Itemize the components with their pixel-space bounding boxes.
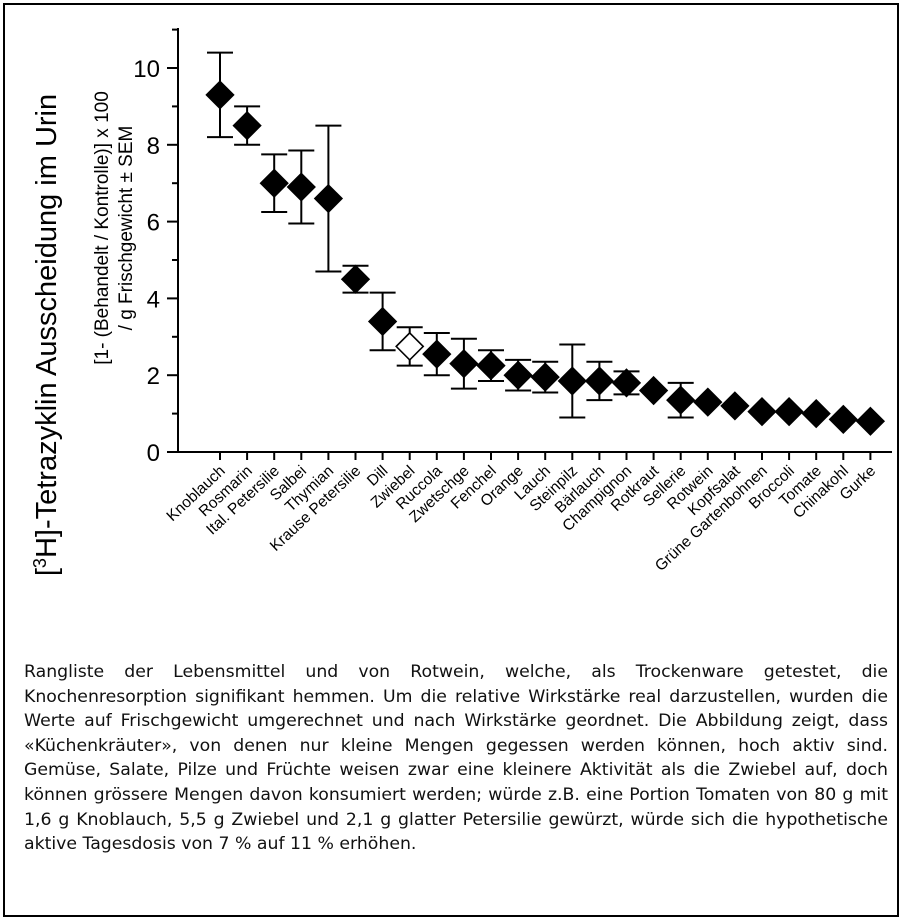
data-point [205, 80, 235, 110]
data-point [259, 168, 289, 198]
data-point [774, 397, 804, 427]
y-tick-label: 4 [147, 286, 160, 313]
y-axis-title-main: H]-Tetrazyklin Ausscheidung im Urin [31, 94, 63, 558]
data-point [855, 406, 886, 436]
data-point [286, 172, 316, 202]
data-point [476, 350, 506, 381]
data-point [557, 366, 587, 396]
data-point [666, 385, 696, 415]
data-point [503, 360, 533, 390]
data-point [313, 183, 344, 214]
data-point [530, 362, 560, 392]
data-point [584, 366, 615, 396]
y-axis-title-superscript: 3 [30, 558, 50, 568]
y-axis-title-outer: [3H]-Tetrazyklin Ausscheidung im Urin [30, 94, 63, 576]
data-point [611, 368, 642, 398]
y-tick-label: 8 [147, 133, 160, 160]
y-axis-title-bracket: [ [31, 568, 63, 576]
data-point [747, 397, 777, 427]
data-point [720, 391, 750, 421]
data-point [395, 331, 425, 362]
chart: [3H]-Tetrazyklin Ausscheidung im Urin [1… [30, 28, 892, 576]
y-tick-label: 6 [147, 210, 160, 237]
y-axis-title-inner-line1: [1- (Behandelt / Kontrolle)] x 100 [92, 91, 113, 365]
data-point [422, 339, 452, 369]
data-point [449, 349, 479, 379]
figure-frame [3, 3, 899, 917]
y-tick-label: 0 [147, 440, 160, 467]
data-point [340, 264, 371, 294]
y-axis-title-inner-line2: / g Frischgewicht ± SEM [116, 126, 137, 331]
data-point [801, 398, 831, 429]
y-tick-label: 2 [147, 363, 160, 390]
data-point [693, 387, 723, 417]
y-tick-label: 10 [133, 56, 160, 83]
data-point [638, 375, 669, 406]
data-point [828, 404, 858, 434]
figure-caption: Rangliste der Lebensmittel und von Rotwe… [24, 662, 888, 855]
data-point [232, 110, 262, 141]
data-point [367, 306, 398, 337]
